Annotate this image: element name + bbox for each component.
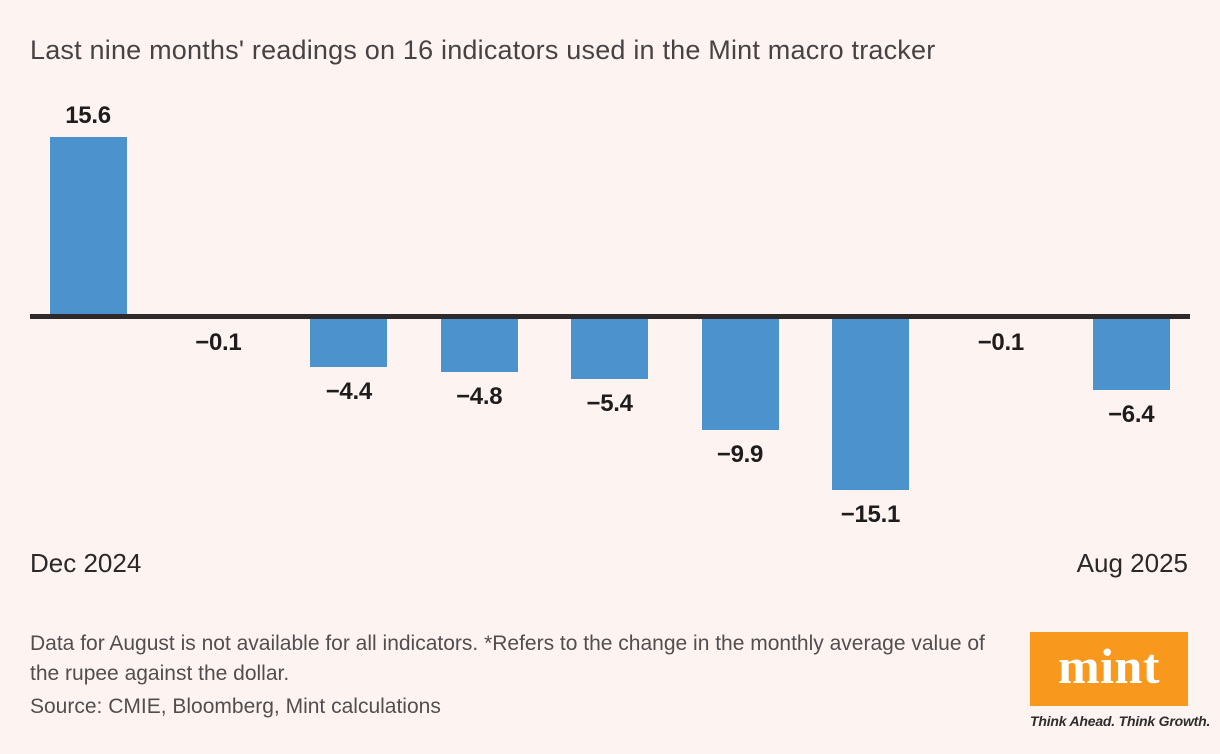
bar-value-label: −15.1 xyxy=(840,501,901,529)
mint-logo: mint Think Ahead. Think Growth. xyxy=(1030,632,1211,729)
bar xyxy=(571,316,649,379)
bar xyxy=(49,137,127,317)
bar-value-label: −0.1 xyxy=(195,328,242,356)
bar xyxy=(831,316,909,491)
x-axis-start-label: Dec 2024 xyxy=(30,548,142,578)
x-axis-end-label: Aug 2025 xyxy=(1076,548,1188,578)
source-line: Source: CMIE, Bloomberg, Mint calculatio… xyxy=(30,695,441,718)
bar-value-label: −4.8 xyxy=(456,382,503,410)
bar xyxy=(310,316,388,368)
bar-value-label: −4.4 xyxy=(325,378,372,406)
bar-chart-plot: 15.6 −0.1 −4.4 −4.8 −5.4 −9.9 −15.1 −0.1 −6.4 xyxy=(30,90,1190,550)
chart-title: Last nine months' readings on 16 indicat… xyxy=(30,35,936,65)
bar xyxy=(701,316,779,431)
bar-value-label: −9.9 xyxy=(716,441,764,469)
bar-value-label: −5.4 xyxy=(586,389,633,417)
mint-logo-box: mint xyxy=(1030,632,1188,706)
bar-value-label: 15.6 xyxy=(65,102,111,130)
chart-footnote: Data for August is not available for all… xyxy=(30,632,985,685)
mint-logo-text: mint xyxy=(1058,638,1160,694)
bar-value-label: −6.4 xyxy=(1108,401,1155,429)
mint-tagline: Think Ahead. Think Growth. xyxy=(1030,713,1211,729)
bar xyxy=(440,316,518,372)
x-axis-labels: Dec 2024 Aug 2025 xyxy=(30,548,1188,579)
bar xyxy=(1092,316,1170,391)
x-axis-line xyxy=(30,314,1190,319)
bar-value-label: −0.1 xyxy=(977,328,1024,356)
